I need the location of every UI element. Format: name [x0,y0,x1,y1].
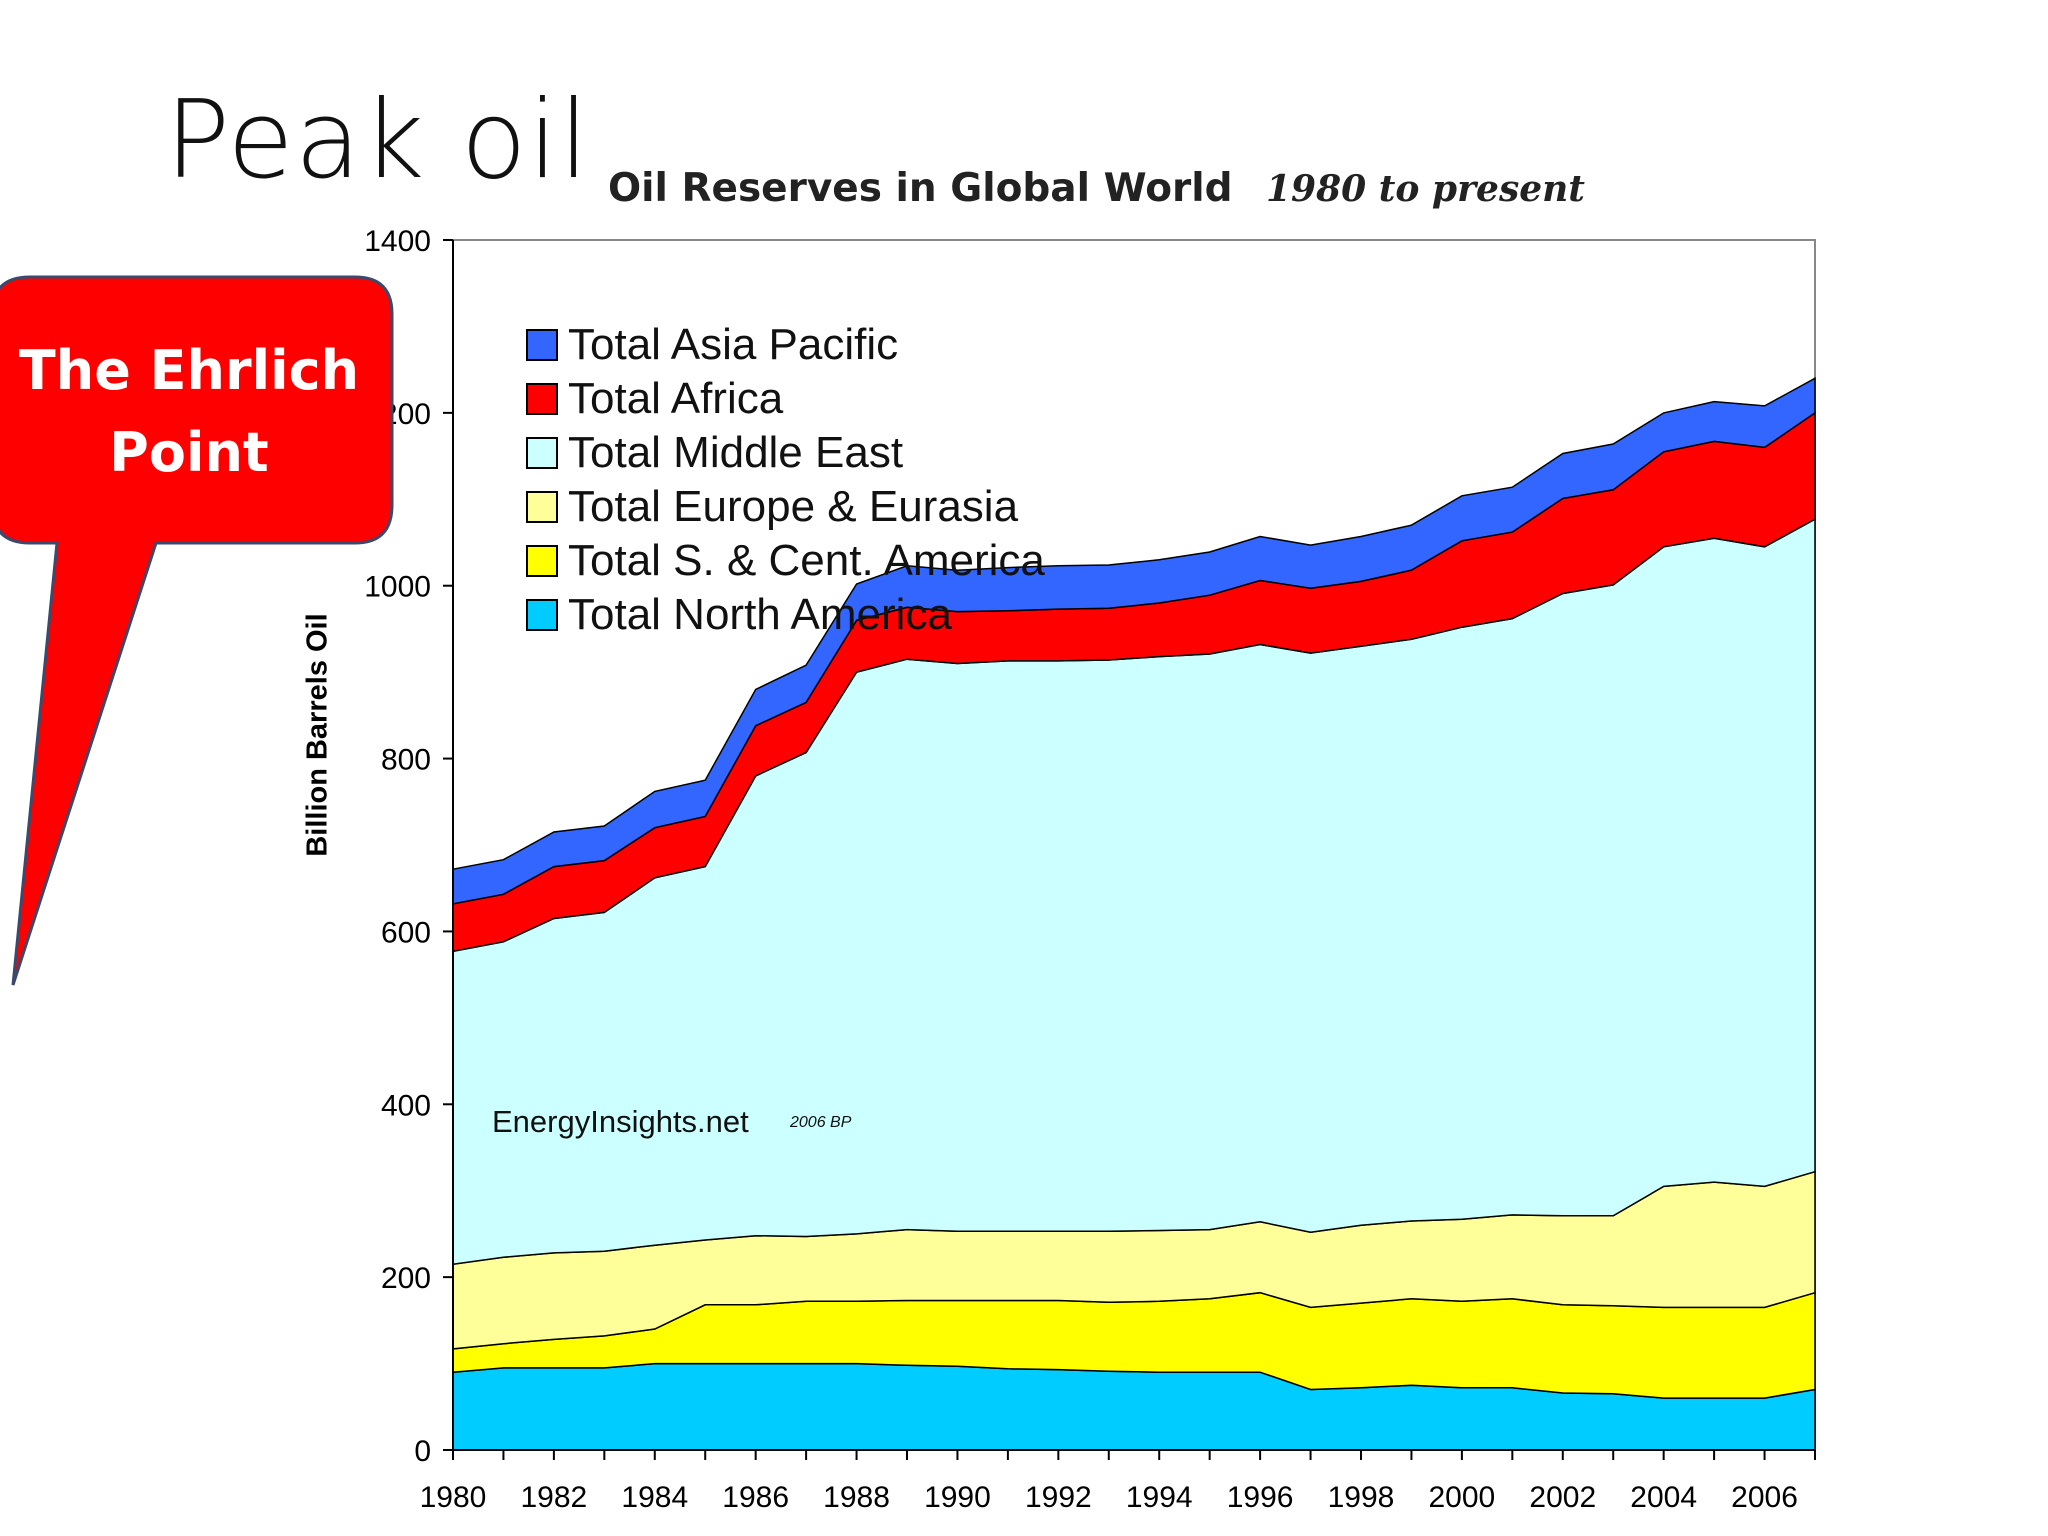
area-total-asia-pacific [452,377,1816,905]
legend-label: Total Middle East [568,428,904,477]
y-tick-label: 200 [381,1262,431,1295]
y-tick-label: 1000 [364,571,431,604]
callout-shape [0,275,394,986]
legend-label: Total North America [568,590,952,639]
x-tick-label: 1998 [1328,1481,1395,1514]
x-tick-label: 1980 [420,1481,487,1514]
x-tick-label: 1982 [521,1481,588,1514]
legend-label: Total Asia Pacific [568,320,899,369]
legend-item: Total S. & Cent. America [526,534,1086,588]
legend-label: Total Europe & Eurasia [568,482,1019,531]
x-tick-label: 1986 [722,1481,789,1514]
callout-line-2: Point [109,421,269,484]
x-tick-label: 1996 [1227,1481,1294,1514]
x-tick-label: 2002 [1529,1481,1596,1514]
callout-line-1: The Ehrlich [18,339,360,402]
legend-swatch [526,545,558,577]
y-tick-label: 1400 [364,225,431,258]
y-tick-label: 400 [381,1089,431,1122]
y-tick-label: 0 [414,1435,431,1468]
x-tick-label: 1988 [823,1481,890,1514]
legend-item: Total Asia Pacific [526,318,1086,372]
x-tick-label: 1992 [1025,1481,1092,1514]
legend-swatch [526,329,558,361]
legend-item: Total North America [526,588,1086,642]
chart-legend: Total Asia Pacific Total Africa Total Midd… [526,318,1086,642]
chart-subtitle: 1980 to present [1266,168,1585,210]
legend-item: Total Europe & Eurasia [526,480,1086,534]
legend-label: Total Africa [568,374,784,423]
legend-swatch [526,437,558,469]
source-label: EnergyInsights.net [492,1104,749,1139]
y-axis-label: Billion Barrels Oil [301,613,334,857]
source-note: 2006 BP [790,1114,852,1131]
x-tick-label: 2000 [1429,1481,1496,1514]
callout-text: The Ehrlich Point [0,330,378,494]
slide-title: Peak oil [165,78,590,203]
y-tick-label: 600 [381,916,431,949]
legend-label: Total S. & Cent. America [568,536,1045,585]
legend-swatch [526,599,558,631]
x-tick-label: 2006 [1731,1481,1798,1514]
legend-item: Total Africa [526,372,1086,426]
legend-swatch [526,491,558,523]
x-tick-label: 1994 [1126,1481,1193,1514]
chart-areas [452,377,1816,1451]
x-tick-label: 1990 [924,1481,991,1514]
legend-item: Total Middle East [526,426,1086,480]
x-tick-label: 2004 [1630,1481,1697,1514]
y-tick-label: 800 [381,744,431,777]
callout-bubble [0,275,394,986]
legend-swatch [526,383,558,415]
chart-title: Oil Reserves in Global World [608,166,1233,211]
x-tick-label: 1984 [621,1481,688,1514]
